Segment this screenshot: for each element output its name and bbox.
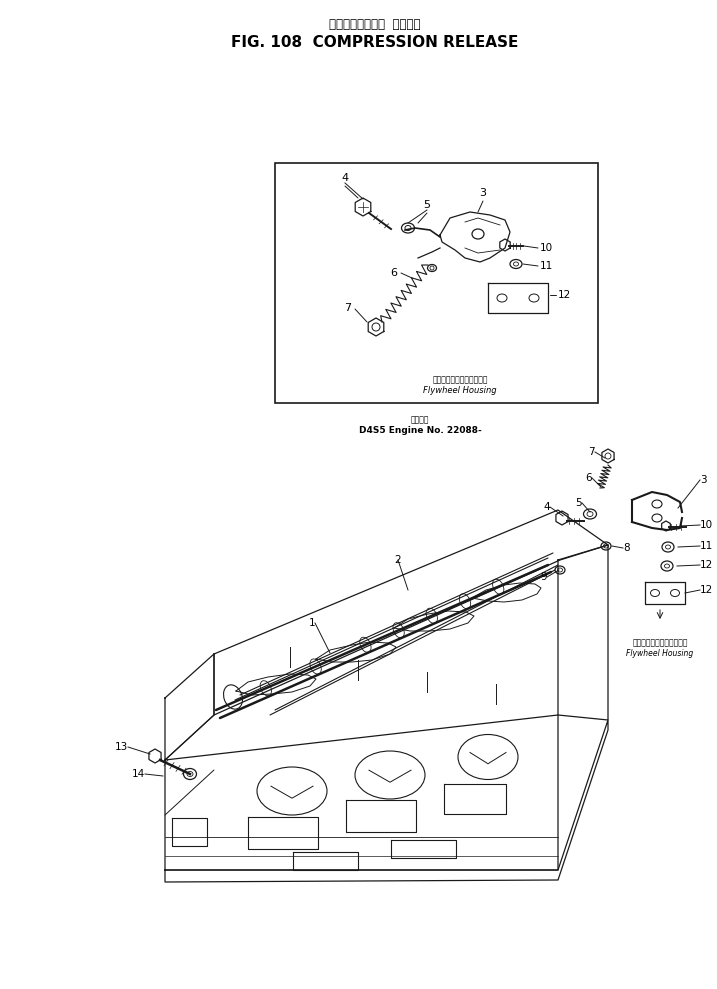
Text: 13: 13	[115, 742, 128, 752]
Bar	[275, 163, 598, 403]
Text: 10: 10	[700, 520, 713, 530]
Text: Flywheel Housing: Flywheel Housing	[423, 386, 497, 395]
Polygon shape	[558, 545, 608, 720]
Polygon shape	[214, 510, 608, 715]
Text: 11: 11	[540, 261, 554, 271]
Text: 3: 3	[700, 475, 707, 485]
Text: D4S5 Engine No. 22088-: D4S5 Engine No. 22088-	[358, 426, 481, 435]
Text: 12: 12	[700, 585, 713, 595]
Text: 5: 5	[424, 200, 430, 210]
Text: 11: 11	[700, 541, 713, 551]
Text: 10: 10	[540, 243, 553, 253]
Text: 9: 9	[541, 572, 547, 582]
Text: 12: 12	[558, 290, 571, 300]
Text: FIG. 108  COMPRESSION RELEASE: FIG. 108 COMPRESSION RELEASE	[232, 35, 518, 50]
Text: 8: 8	[623, 543, 630, 553]
Polygon shape	[165, 715, 558, 870]
Text: フライホイールハウジング: フライホイールハウジング	[432, 375, 488, 384]
Text: 4: 4	[543, 502, 550, 512]
Text: 7: 7	[344, 303, 351, 313]
Text: 6: 6	[390, 268, 397, 278]
Text: 適用影号: 適用影号	[411, 415, 429, 424]
Text: 3: 3	[480, 188, 487, 198]
Text: フライホイールハウジング: フライホイールハウジング	[632, 638, 688, 647]
Text: Flywheel Housing: Flywheel Housing	[627, 649, 693, 658]
Text: コンプレッション  リリーズ: コンプレッション リリーズ	[329, 18, 421, 31]
Text: 6: 6	[585, 473, 592, 483]
Polygon shape	[165, 654, 214, 760]
Text: 2: 2	[394, 555, 402, 565]
Text: 1: 1	[308, 618, 315, 628]
Polygon shape	[165, 720, 608, 882]
Text: 12: 12	[700, 560, 713, 570]
Text: 14: 14	[132, 769, 145, 779]
Text: 4: 4	[341, 173, 348, 183]
Text: 7: 7	[589, 447, 595, 457]
Text: 5: 5	[575, 498, 582, 508]
